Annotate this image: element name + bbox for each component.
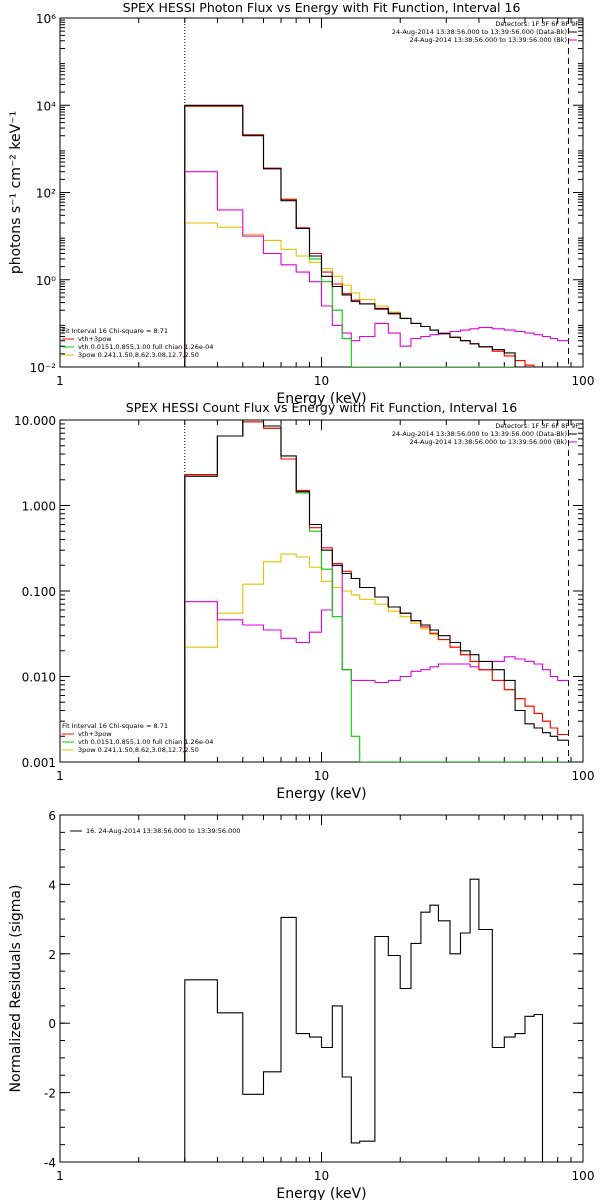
y-tick-label: 10⁶ bbox=[36, 12, 56, 26]
y-tick-label: 10.000 bbox=[14, 414, 56, 428]
y-tick-label: 0 bbox=[48, 1017, 56, 1031]
y-tick-label: 10⁴ bbox=[36, 99, 56, 113]
legend-text: vth 0.0151,0.855,1.00 full chian 1.26e-0… bbox=[78, 738, 213, 746]
x-axis-label: Energy (keV) bbox=[276, 391, 366, 407]
x-tick-label: 10 bbox=[314, 769, 329, 783]
y-tick-label: 1.000 bbox=[22, 500, 56, 514]
legend-text: Detectors: 1F 3F 6F 8F 9F bbox=[495, 422, 579, 430]
y-axis-label: photons s⁻¹ cm⁻² keV⁻¹ bbox=[8, 111, 24, 274]
legend-text: vth+3pow bbox=[78, 335, 112, 343]
y-tick-label: 0.100 bbox=[22, 585, 56, 599]
plot-frame bbox=[59, 17, 584, 368]
legend-text: 16. 24-Aug-2014 13:38:56.000 to 13:39:56… bbox=[86, 827, 241, 835]
series-line--data-bk- bbox=[184, 420, 569, 762]
chart-title: SPEX HESSI Count Flux vs Energy with Fit… bbox=[126, 400, 517, 415]
x-tick-label: 10 bbox=[314, 1169, 329, 1183]
x-axis-label: Energy (keV) bbox=[276, 1186, 366, 1200]
legend-text: 24-Aug-2014 13:38:56.000 to 13:39:56.000… bbox=[410, 438, 567, 446]
y-tick-label: 10⁻² bbox=[30, 361, 57, 375]
y-tick-label: 2 bbox=[48, 948, 56, 962]
chart-title: SPEX HESSI Photon Flux vs Energy with Fi… bbox=[123, 0, 521, 15]
series-line-3pow bbox=[184, 222, 569, 367]
x-tick-label: 1 bbox=[56, 769, 64, 783]
legend-text: 3pow 0.241,1.50,8.62,3.08,12.7,2.50 bbox=[78, 746, 199, 754]
panel-1: SPEX HESSI Photon Flux vs Energy with Fi… bbox=[8, 0, 594, 407]
plot-area bbox=[184, 878, 569, 1162]
legend-text: 24-Aug-2014 13:38:56.000 to 13:39:56.000… bbox=[410, 36, 567, 44]
series-line-3pow bbox=[184, 553, 569, 762]
panel-2: SPEX HESSI Count Flux vs Energy with Fit… bbox=[14, 400, 594, 802]
x-tick-label: 100 bbox=[572, 769, 595, 783]
x-tick-label: 1 bbox=[56, 374, 64, 388]
series-line--bk- bbox=[184, 171, 569, 367]
legend-text: 3pow 0.241,1.50,8.62,3.08,12.7,2.50 bbox=[78, 351, 199, 359]
panel-3: 1 10 100 -4 -2 0 2 4 6 Energy (keV) Normalized Res… bbox=[8, 809, 594, 1200]
legend-text: Fit Interval 16 Chi-square = 8.71 bbox=[62, 327, 168, 335]
y-tick-label: -4 bbox=[44, 1156, 56, 1170]
x-tick-label: 10 bbox=[314, 374, 329, 388]
x-axis-label: Energy (keV) bbox=[276, 786, 366, 802]
x-tick-label: 100 bbox=[572, 1169, 595, 1183]
y-tick-label: 4 bbox=[48, 878, 56, 892]
y-tick-label: 10⁰ bbox=[36, 274, 56, 288]
x-tick-label: 100 bbox=[572, 374, 595, 388]
plot-frame bbox=[59, 814, 584, 1163]
plot-area bbox=[184, 104, 569, 367]
x-tick-label: 1 bbox=[56, 1169, 64, 1183]
legend-text: Detectors: 1F 3F 6F 8F 9F bbox=[495, 20, 579, 28]
y-tick-label: 10² bbox=[36, 187, 56, 201]
plot-frame bbox=[59, 419, 584, 763]
y-axis-label: Normalized Residuals (sigma) bbox=[8, 885, 24, 1093]
legend-text: vth 0.0151,0.855,1.00 full chian 1.26e-0… bbox=[78, 343, 213, 351]
series-line--bk- bbox=[184, 564, 569, 762]
legend-text: 24-Aug-2014 13:38:56.000 to 13:39:56.000… bbox=[392, 28, 567, 36]
y-tick-label: 6 bbox=[48, 809, 56, 823]
y-tick-label: 0.001 bbox=[22, 756, 56, 770]
y-tick-label: -2 bbox=[44, 1087, 56, 1101]
y-tick-label: 0.010 bbox=[22, 671, 56, 685]
legend-text: Fit Interval 16 Chi-square = 8.71 bbox=[62, 722, 168, 730]
series-line--data-bk- bbox=[184, 104, 569, 367]
legend-text: vth+3pow bbox=[78, 730, 112, 738]
plot-area bbox=[184, 420, 569, 762]
series-line-residuals bbox=[184, 878, 569, 1162]
legend-text: 24-Aug-2014 13:38:56.000 to 13:39:56.000… bbox=[392, 430, 567, 438]
